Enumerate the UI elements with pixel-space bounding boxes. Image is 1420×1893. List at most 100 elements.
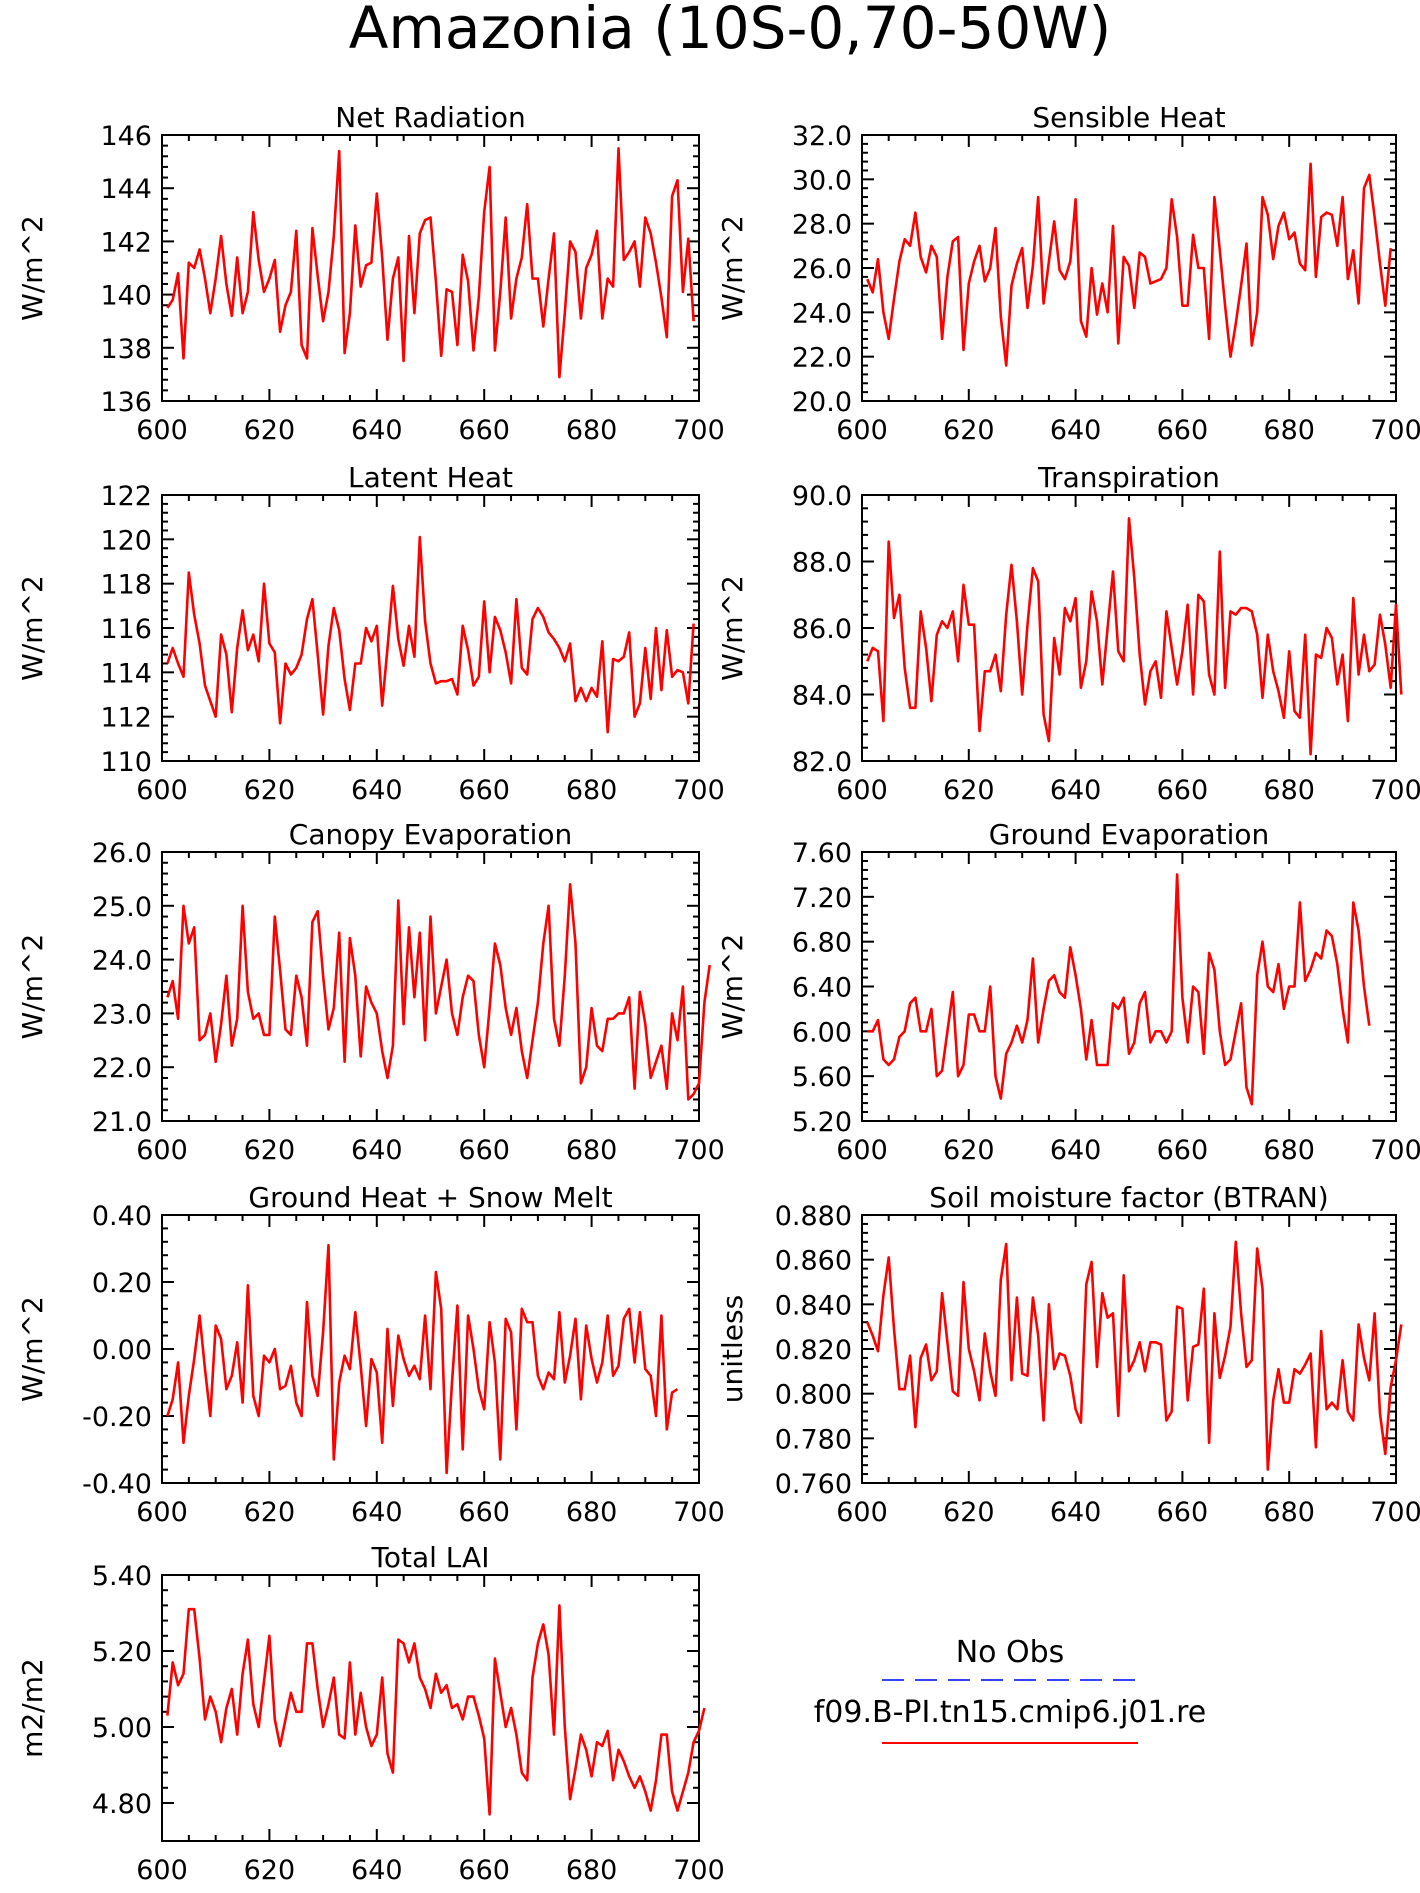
x-tick-label: 640 (1050, 1497, 1102, 1528)
x-tick-label: 700 (1370, 1497, 1420, 1528)
y-axis-label: W/m^2 (16, 575, 49, 681)
y-tick-label: 144 (100, 174, 152, 205)
x-tick-label: 620 (244, 1855, 296, 1886)
x-tick-label: 700 (1370, 775, 1420, 806)
y-axis-label: W/m^2 (16, 1296, 49, 1402)
y-tick-label: 26.0 (92, 838, 152, 869)
y-axis-label: W/m^2 (716, 215, 749, 321)
y-tick-label: 0.20 (92, 1268, 152, 1299)
panel-title: Total LAI (371, 1541, 490, 1574)
y-tick-label: 116 (100, 614, 152, 645)
x-tick-label: 600 (136, 1497, 188, 1528)
x-tick-label: 620 (943, 1135, 995, 1166)
y-tick-label: 88.0 (792, 548, 852, 579)
y-tick-label: -0.20 (82, 1402, 152, 1433)
y-tick-label: 5.00 (92, 1713, 152, 1744)
x-tick-label: 700 (673, 1135, 725, 1166)
x-tick-label: 600 (136, 1855, 188, 1886)
y-tick-label: 136 (100, 387, 152, 418)
y-tick-label: 21.0 (92, 1107, 152, 1138)
x-tick-label: 660 (458, 1135, 510, 1166)
panel-6: Ground Evaporation W/m^2 600 620 640 660 680 70… (716, 818, 1420, 1166)
x-tick-label: 680 (566, 415, 618, 446)
panel-title: Ground Heat + Snow Melt (248, 1181, 612, 1214)
y-tick-label: 142 (100, 227, 152, 258)
panel-title: Sensible Heat (1032, 101, 1225, 134)
series-line (166, 535, 695, 734)
x-tick-label: 680 (1263, 775, 1315, 806)
y-tick-label: 28.0 (792, 210, 852, 241)
y-tick-label: 5.20 (92, 1637, 152, 1668)
y-tick-label: 5.20 (792, 1107, 852, 1138)
x-tick-label: 600 (836, 775, 888, 806)
x-tick-label: 680 (1263, 1135, 1315, 1166)
y-tick-label: 22.0 (792, 343, 852, 374)
y-tick-label: 7.20 (792, 883, 852, 914)
panel-1: Net Radiation W/m^2 600 620 640 660 680 700 136 1… (16, 101, 725, 446)
x-tick-label: 660 (458, 415, 510, 446)
panels: Net Radiation W/m^2 600 620 640 660 680 700 136 1… (16, 101, 1420, 1886)
x-tick-label: 700 (673, 775, 725, 806)
panel-9: Total LAI m2/m2 600 620 640 660 680 700 4.80 5.00… (16, 1541, 725, 1886)
panel-title: Soil moisture factor (BTRAN) (929, 1181, 1328, 1214)
x-tick-label: 640 (351, 1135, 403, 1166)
x-tick-label: 640 (351, 1497, 403, 1528)
figure-title: Amazonia (10S-0,70-50W) (349, 0, 1112, 62)
panel-title: Latent Heat (348, 461, 513, 494)
x-tick-label: 640 (1050, 1135, 1102, 1166)
x-tick-label: 620 (943, 775, 995, 806)
x-tick-label: 660 (458, 1497, 510, 1528)
x-tick-label: 680 (566, 1855, 618, 1886)
x-tick-label: 620 (244, 415, 296, 446)
y-tick-label: 110 (100, 747, 152, 778)
x-tick-label: 700 (673, 415, 725, 446)
y-tick-label: 5.40 (92, 1561, 152, 1592)
x-tick-label: 600 (836, 415, 888, 446)
x-tick-label: 660 (1157, 1135, 1209, 1166)
panel-5: Canopy Evaporation W/m^2 600 620 640 660 680 70… (16, 818, 725, 1166)
x-tick-label: 640 (351, 415, 403, 446)
y-tick-label: 114 (100, 658, 152, 689)
series-line (866, 1240, 1403, 1471)
y-tick-label: 0.40 (92, 1201, 152, 1232)
y-axis-label: W/m^2 (716, 934, 749, 1040)
series-line (866, 516, 1403, 756)
x-tick-label: 620 (943, 415, 995, 446)
y-tick-label: 140 (100, 281, 152, 312)
y-tick-label: 118 (100, 570, 152, 601)
x-tick-label: 620 (244, 775, 296, 806)
series-line (866, 162, 1392, 367)
panel-4: Transpiration W/m^2 600 620 640 660 680 700 82.0… (716, 461, 1420, 806)
x-tick-label: 620 (244, 1135, 296, 1166)
y-tick-label: 0.860 (775, 1246, 852, 1277)
y-tick-label: 30.0 (792, 165, 852, 196)
y-tick-label: 0.840 (775, 1290, 852, 1321)
series-line (166, 1243, 679, 1475)
x-tick-label: 660 (458, 1855, 510, 1886)
series-line (166, 1604, 706, 1816)
x-tick-label: 640 (351, 1855, 403, 1886)
y-tick-label: 86.0 (792, 614, 852, 645)
y-tick-label: 4.80 (92, 1789, 152, 1820)
series-line (867, 873, 1371, 1106)
panel-title: Canopy Evaporation (289, 818, 572, 851)
panel-title: Ground Evaporation (989, 818, 1270, 851)
panel-title: Transpiration (1037, 461, 1220, 494)
x-tick-label: 640 (1050, 775, 1102, 806)
x-tick-label: 600 (836, 1135, 888, 1166)
y-tick-label: 24.0 (792, 298, 852, 329)
x-tick-label: 600 (836, 1497, 888, 1528)
y-tick-label: 5.60 (792, 1062, 852, 1093)
legend-model-label: f09.B-PI.tn15.cmip6.j01.re (814, 1695, 1207, 1730)
x-tick-label: 660 (1157, 1497, 1209, 1528)
x-tick-label: 660 (1157, 775, 1209, 806)
x-tick-label: 700 (1370, 415, 1420, 446)
x-tick-label: 640 (1050, 415, 1102, 446)
y-tick-label: 24.0 (92, 946, 152, 977)
panel-3: Latent Heat W/m^2 600 620 640 660 680 700 110 112… (16, 461, 725, 806)
plot-frame (161, 1214, 700, 1484)
x-tick-label: 600 (136, 1135, 188, 1166)
x-tick-label: 600 (136, 775, 188, 806)
panel-7: Ground Heat + Snow Melt W/m^2 600 620 640 660… (16, 1181, 725, 1528)
series-line (166, 882, 711, 1101)
